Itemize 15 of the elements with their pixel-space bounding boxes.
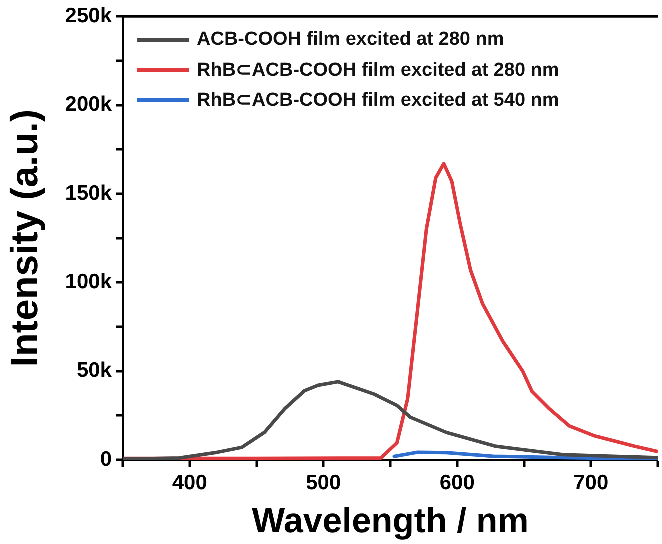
y-tick-label: 0 [100,448,112,471]
y-tick-label: 100k [65,270,112,294]
legend-label: RhB⊂ACB-COOH film excited at 280 nm [197,58,560,82]
y-tick-label: 250k [65,4,112,28]
x-tick-label: 400 [172,471,208,494]
x-axis-title: Wavelength / nm [252,502,529,541]
legend-label: RhB⊂ACB-COOH film excited at 540 nm [197,88,560,112]
legend-label: ACB-COOH film excited at 280 nm [197,28,504,51]
y-tick-label: 150k [65,182,112,205]
y-axis-title: Intensity (a.u.) [4,110,46,368]
x-tick-label: 600 [440,471,475,494]
y-tick-label: 50k [76,359,112,382]
y-tick-label: 200k [65,93,112,116]
x-tick-label: 700 [574,471,609,494]
x-tick-label: 500 [306,471,342,494]
